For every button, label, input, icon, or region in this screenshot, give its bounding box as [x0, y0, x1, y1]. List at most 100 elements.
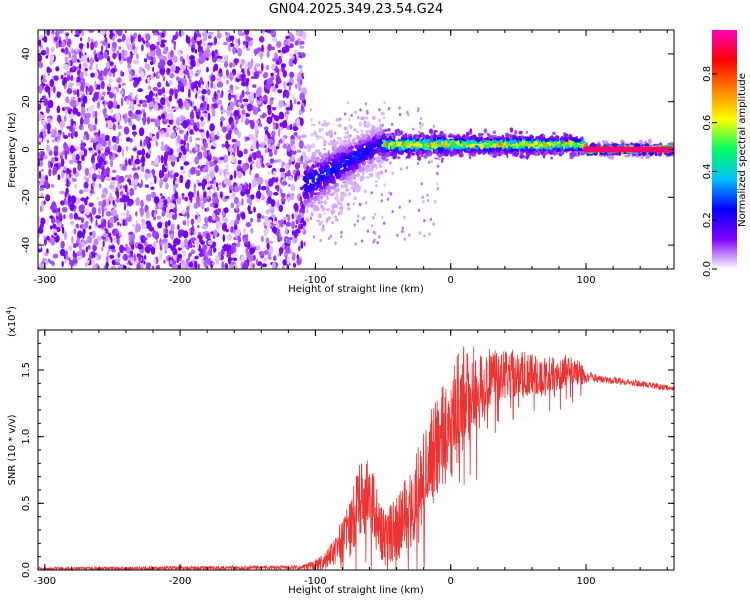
- spectral-cell: [160, 43, 166, 48]
- spectral-cell: [131, 232, 135, 242]
- spectral-cell: [91, 206, 97, 216]
- spectral-cell: [129, 138, 133, 143]
- spectral-cell: [89, 189, 94, 194]
- spectral-cell: [357, 115, 360, 119]
- spectral-cell: [68, 257, 71, 262]
- spectral-cell: [165, 220, 168, 229]
- spectral-cell: [316, 137, 320, 140]
- spectral-cell: [366, 160, 371, 164]
- spectral-cell: [254, 124, 259, 133]
- spectral-cell: [153, 216, 156, 221]
- spectral-cell: [190, 237, 197, 242]
- spectral-cell: [386, 133, 390, 136]
- spectral-cell: [66, 70, 72, 76]
- spectral-cell: [340, 194, 344, 200]
- spectral-cell: [97, 84, 101, 90]
- spectral-cell: [110, 265, 117, 269]
- spectral-cell: [155, 47, 162, 57]
- spectral-cell: [347, 202, 350, 207]
- spectral-cell: [309, 168, 314, 173]
- spectral-cell: [57, 221, 62, 228]
- spectral-cell: [267, 171, 271, 175]
- spectral-cell: [85, 177, 90, 182]
- spectral-cell: [267, 78, 274, 85]
- spectral-cell: [65, 96, 70, 104]
- spectral-cell: [174, 127, 180, 131]
- spectral-cell: [211, 137, 216, 142]
- spectral-cell: [231, 138, 237, 143]
- spectral-cell: [67, 195, 72, 204]
- spectral-cell: [112, 52, 117, 60]
- spectral-cell: [50, 205, 55, 211]
- spectral-cell: [211, 50, 215, 58]
- spectral-cell: [290, 156, 295, 162]
- spectral-cell: [173, 43, 176, 51]
- spectral-cell: [340, 147, 345, 153]
- spectral-cell: [194, 72, 199, 77]
- spectral-cell: [77, 230, 83, 239]
- spectral-cell: [51, 33, 55, 41]
- spectral-cell: [292, 126, 299, 131]
- spectral-cell: [63, 106, 69, 111]
- spectral-cell: [136, 262, 141, 269]
- spectral-cell: [100, 246, 104, 252]
- spectral-cell: [272, 220, 278, 225]
- spectral-cell: [371, 136, 376, 142]
- spectral-cell: [86, 259, 90, 264]
- spectral-cell: [73, 228, 77, 234]
- spectral-cell: [317, 173, 321, 179]
- spectral-cell: [181, 249, 187, 258]
- spectral-cell: [331, 180, 335, 184]
- spectral-cell: [50, 184, 55, 188]
- spectral-cell: [152, 170, 155, 178]
- spectral-cell: [207, 180, 210, 185]
- spectral-cell: [42, 129, 47, 139]
- spectral-cell: [195, 137, 201, 141]
- spectral-cell: [110, 68, 116, 74]
- spectral-cell: [299, 79, 303, 85]
- spectral-cell: [176, 135, 181, 144]
- spectral-cell: [224, 217, 229, 224]
- spectral-cell: [200, 240, 205, 246]
- spectral-cell: [71, 48, 74, 55]
- spectral-cell: [244, 91, 251, 95]
- spectral-cell: [220, 115, 224, 122]
- spectral-cell: [160, 145, 167, 152]
- spectral-cell: [153, 103, 159, 111]
- spectral-cell: [145, 168, 150, 174]
- spectral-cell: [117, 125, 123, 130]
- spectral-cell: [310, 118, 313, 122]
- spectral-cell: [525, 130, 529, 134]
- spectral-cell: [347, 153, 351, 157]
- spectral-cell: [121, 194, 128, 203]
- spectral-cell: [233, 170, 237, 179]
- spectral-cell: [111, 177, 116, 181]
- spectral-cell: [307, 176, 310, 181]
- spectral-cell: [168, 95, 173, 102]
- spectral-cell: [366, 121, 371, 127]
- spectral-cell: [86, 41, 90, 49]
- spectral-cell: [339, 155, 344, 160]
- spectral-cell: [321, 127, 324, 131]
- spectral-cell: [61, 260, 64, 268]
- spectral-cell: [48, 68, 52, 73]
- spectral-cell: [247, 205, 251, 212]
- spectral-cell: [126, 209, 130, 219]
- spectral-cell: [234, 185, 240, 193]
- spectral-cell: [259, 51, 263, 60]
- spectral-cell: [236, 204, 239, 209]
- spectral-cell: [183, 140, 186, 147]
- spectral-cell: [215, 78, 221, 82]
- spectral-cell: [101, 209, 104, 218]
- spectral-cell: [220, 120, 223, 128]
- spectral-cell: [266, 104, 272, 111]
- spectral-cell: [112, 144, 119, 151]
- spectral-cell: [230, 121, 234, 125]
- spectral-cell: [57, 174, 61, 181]
- spectral-cell: [268, 219, 273, 223]
- spectral-cell: [264, 179, 269, 186]
- spectral-cell: [144, 245, 149, 253]
- spectral-cell: [323, 181, 329, 186]
- spectral-cell: [189, 55, 196, 61]
- spectral-cell: [381, 123, 384, 128]
